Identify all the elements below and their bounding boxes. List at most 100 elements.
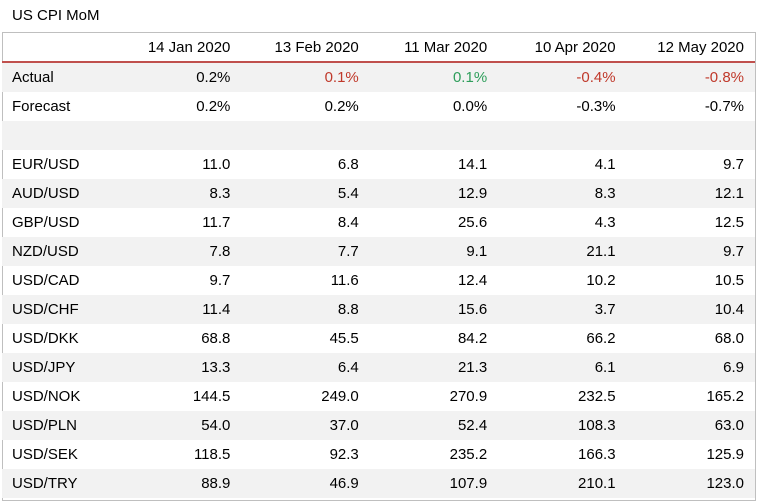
pair-cell: 11.6	[330, 272, 359, 289]
pair-cell: 107.9	[449, 475, 488, 492]
row-label: Actual	[12, 69, 54, 86]
table-row: GBP/USD 11.7 8.4 25.6 4.3 12.5	[2, 208, 755, 237]
pair-cell: 165.2	[706, 388, 744, 405]
pair-cell: 46.9	[329, 475, 359, 492]
pair-cell: 88.9	[201, 475, 231, 492]
actual-cell: 0.2%	[196, 69, 231, 86]
pair-cell: 232.5	[578, 388, 616, 405]
pair-cell: 108.3	[578, 417, 616, 434]
pair-cell: 11.7	[202, 214, 231, 231]
table-row: EUR/USD 11.0 6.8 14.1 4.1 9.7	[2, 150, 755, 179]
pair-cell: 4.3	[594, 214, 616, 231]
pair-cell: 6.1	[594, 359, 616, 376]
table-row: USD/TRY 88.9 46.9 107.9 210.1 123.0	[2, 469, 755, 498]
pair-cell: 13.3	[201, 359, 231, 376]
pair-cell: 210.1	[578, 475, 616, 492]
pair-cell: 11.0	[202, 156, 231, 173]
table-row: USD/JPY 13.3 6.4 21.3 6.1 6.9	[2, 353, 755, 382]
actual-cell: -0.4%	[576, 69, 616, 86]
header-row: 14 Jan 2020 13 Feb 2020 11 Mar 2020 10 A…	[2, 33, 755, 62]
forecast-cell: 0.2%	[196, 98, 231, 115]
table-row: USD/CHF 11.4 8.8 15.6 3.7 10.4	[2, 295, 755, 324]
spacer-row	[2, 121, 755, 150]
cpi-table: 14 Jan 2020 13 Feb 2020 11 Mar 2020 10 A…	[2, 33, 755, 498]
pair-cell: 123.0	[706, 475, 744, 492]
column-header: 12 May 2020	[657, 38, 744, 56]
actual-cell: 0.1%	[324, 69, 359, 86]
pair-cell: 125.9	[706, 446, 744, 463]
pair-label: USD/TRY	[12, 475, 78, 492]
pair-cell: 52.4	[457, 417, 488, 434]
pair-cell: 9.7	[723, 156, 744, 173]
pair-cell: 144.5	[192, 388, 231, 405]
pair-label: USD/CHF	[12, 301, 79, 318]
pair-rows: EUR/USD 11.0 6.8 14.1 4.1 9.7 AUD/USD 8.3 5.4 12.…	[2, 150, 755, 498]
pair-cell: 14.1	[457, 156, 488, 173]
pair-cell: 10.5	[714, 272, 744, 289]
forecast-cell: 0.2%	[324, 98, 359, 115]
pair-cell: 37.0	[329, 417, 359, 434]
pair-cell: 63.0	[714, 417, 744, 434]
pair-cell: 12.9	[457, 185, 488, 202]
actual-row: Actual 0.2% 0.1% 0.1% -0.4% -0.8%	[2, 62, 755, 92]
pair-cell: 8.3	[209, 185, 231, 202]
pair-cell: 6.4	[337, 359, 359, 376]
pair-cell: 4.1	[594, 156, 616, 173]
column-header: 11 Mar 2020	[404, 38, 488, 56]
pair-label: USD/JPY	[12, 359, 76, 376]
pair-cell: 6.9	[723, 359, 744, 376]
pair-cell: 21.3	[457, 359, 488, 376]
pair-cell: 9.7	[209, 272, 231, 289]
pair-cell: 12.1	[714, 185, 744, 202]
pair-cell: 9.7	[723, 243, 744, 260]
forecast-cell: 0.0%	[452, 98, 488, 115]
pair-label: EUR/USD	[12, 156, 80, 173]
forecast-cell: -0.7%	[704, 98, 744, 115]
pair-cell: 66.2	[586, 330, 616, 347]
pair-label: GBP/USD	[12, 214, 80, 231]
pair-cell: 12.4	[457, 272, 488, 289]
table-row: USD/PLN 54.0 37.0 52.4 108.3 63.0	[2, 411, 755, 440]
actual-cell: -0.8%	[704, 69, 744, 86]
forecast-cell: -0.3%	[576, 98, 616, 115]
pair-cell: 45.5	[329, 330, 359, 347]
pair-label: USD/NOK	[12, 388, 81, 405]
pair-cell: 7.8	[209, 243, 231, 260]
pair-cell: 21.1	[586, 243, 616, 260]
table-frame	[2, 32, 756, 501]
pair-cell: 8.8	[337, 301, 359, 318]
table-row: USD/SEK 118.5 92.3 235.2 166.3 125.9	[2, 440, 755, 469]
pair-cell: 68.8	[201, 330, 231, 347]
pair-label: AUD/USD	[12, 185, 80, 202]
table-title: US CPI MoM	[12, 7, 100, 24]
pair-label: USD/PLN	[12, 417, 78, 434]
pair-cell: 68.0	[714, 330, 744, 347]
pair-label: USD/SEK	[12, 446, 78, 463]
column-header: 14 Jan 2020	[147, 38, 231, 56]
table-row: USD/DKK 68.8 45.5 84.2 66.2 68.0	[2, 324, 755, 353]
pair-cell: 7.7	[337, 243, 359, 260]
pair-cell: 9.1	[466, 243, 488, 260]
pair-cell: 8.4	[337, 214, 359, 231]
pair-cell: 11.4	[202, 301, 231, 318]
row-label: Forecast	[12, 98, 71, 115]
actual-cell: 0.1%	[452, 69, 488, 86]
pair-label: USD/CAD	[12, 272, 80, 289]
forecast-row: Forecast 0.2% 0.2% 0.0% -0.3% -0.7%	[2, 92, 755, 121]
pair-label: USD/DKK	[12, 330, 79, 347]
pair-cell: 5.4	[337, 185, 359, 202]
pair-cell: 270.9	[449, 388, 488, 405]
pair-cell: 118.5	[193, 446, 231, 463]
pair-cell: 10.4	[714, 301, 744, 318]
pair-cell: 166.3	[578, 446, 616, 463]
pair-cell: 6.8	[337, 156, 359, 173]
pair-cell: 15.6	[457, 301, 488, 318]
table-row: USD/CAD 9.7 11.6 12.4 10.2 10.5	[2, 266, 755, 295]
column-header: 10 Apr 2020	[534, 38, 616, 56]
pair-cell: 84.2	[457, 330, 488, 347]
table-row: USD/NOK 144.5 249.0 270.9 232.5 165.2	[2, 382, 755, 411]
pair-cell: 25.6	[457, 214, 488, 231]
column-header: 13 Feb 2020	[274, 38, 359, 56]
pair-cell: 235.2	[449, 446, 488, 463]
pair-cell: 249.0	[321, 388, 359, 405]
